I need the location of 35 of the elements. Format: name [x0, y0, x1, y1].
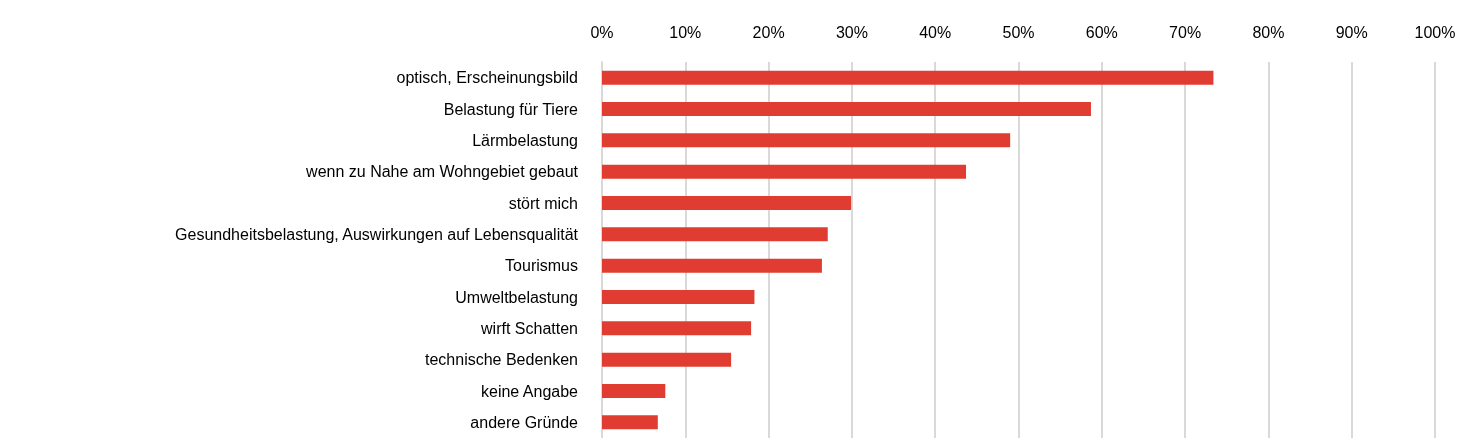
bar — [602, 258, 822, 273]
x-tick-label: 80% — [1252, 23, 1285, 41]
x-tick-label: 30% — [835, 23, 868, 41]
y-tick-label: Lärmbelastung — [472, 131, 578, 149]
y-tick-label: optisch, Erscheinungsbild — [396, 69, 578, 87]
bar — [602, 352, 732, 367]
bar — [602, 227, 828, 242]
bar — [602, 321, 752, 336]
x-tick-label: 70% — [1169, 23, 1202, 41]
bar — [602, 290, 755, 304]
bar — [602, 164, 967, 179]
y-tick-label: wenn zu Nahe am Wohngebiet gebaut — [305, 163, 579, 181]
y-tick-label: technische Bedenken — [425, 351, 578, 369]
x-tick-label: 20% — [752, 23, 785, 41]
bar — [602, 384, 666, 398]
y-tick-label: Belastung für Tiere — [443, 100, 579, 118]
x-tick-label: 50% — [1002, 23, 1035, 41]
x-tick-label: 60% — [1085, 23, 1118, 41]
bar — [602, 102, 1091, 116]
y-tick-label: stört mich — [508, 194, 578, 212]
y-tick-label: keine Angabe — [481, 382, 579, 400]
bar — [602, 70, 1214, 85]
x-tick-label: 10% — [669, 23, 702, 41]
y-tick-label: Tourismus — [505, 257, 578, 275]
bar — [602, 133, 1011, 148]
y-tick-label: Gesundheitsbelastung, Auswirkungen auf Lebensqualität — [175, 225, 579, 243]
y-tick-label: wirft Schatten — [480, 319, 578, 337]
bar — [602, 415, 658, 430]
x-tick-label: 40% — [919, 23, 952, 41]
y-tick-label: andere Gründe — [470, 413, 579, 431]
x-tick-label: 100% — [1414, 23, 1456, 41]
x-tick-label: 0% — [590, 23, 614, 41]
bar — [602, 196, 852, 210]
y-tick-label: Umweltbelastung — [455, 288, 578, 306]
x-tick-label: 90% — [1335, 23, 1368, 41]
